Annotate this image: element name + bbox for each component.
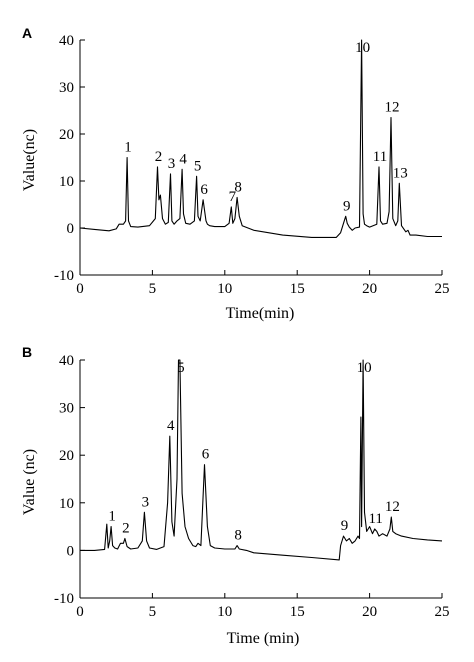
peak-label: 2 (155, 149, 163, 165)
axes-a (79, 40, 442, 276)
panel-label-b: B (22, 344, 32, 360)
x-tick-label: 25 (435, 281, 450, 297)
y-tick-label: 40 (59, 353, 74, 369)
x-tick-label: 20 (362, 281, 377, 297)
y-tick-label: 20 (59, 448, 74, 464)
series-group-b (80, 359, 443, 561)
series-line-a-0 (79, 39, 442, 238)
y-axis-label-b: Value (nc) (21, 449, 38, 515)
x-tick-label: 5 (149, 281, 157, 297)
y-tick-label: 40 (59, 33, 74, 49)
y-tick-label: 30 (59, 401, 74, 417)
peak-label: 10 (355, 40, 370, 56)
peak-label: 13 (393, 165, 408, 181)
x-tick-label: 5 (149, 604, 157, 620)
peak-label: 1 (124, 140, 132, 156)
x-axis-label-b: Time (min) (227, 630, 300, 647)
y-tick-label: 20 (59, 127, 74, 143)
peak-label: 7 (229, 189, 237, 205)
x-tick-label: 0 (76, 604, 84, 620)
peak-label: 3 (168, 156, 176, 172)
peak-label: 8 (234, 179, 242, 195)
peak-label: 8 (234, 528, 242, 544)
y-tick-label: 10 (59, 174, 74, 190)
axes-b (79, 360, 442, 599)
peak-label: 11 (373, 149, 387, 165)
x-tick-label: 15 (290, 281, 305, 297)
x-tick-label: 25 (435, 604, 450, 620)
series-group-a (79, 39, 442, 238)
peak-label: 10 (357, 360, 372, 376)
peak-label: 4 (167, 418, 175, 434)
x-tick-label: 15 (290, 604, 305, 620)
peak-label: 12 (385, 499, 400, 515)
y-tick-label: -10 (54, 268, 74, 284)
peak-label: 1 (108, 509, 116, 525)
series-line-b-0 (80, 359, 443, 561)
peak-label: 2 (122, 521, 130, 537)
peak-label: 3 (142, 494, 150, 510)
panel-label-a: A (22, 25, 32, 41)
peak-label: 9 (343, 198, 351, 214)
x-tick-label: 20 (362, 604, 377, 620)
x-tick-label: 0 (76, 281, 84, 297)
y-tick-label: 30 (59, 80, 74, 96)
peak-label: 6 (202, 447, 210, 463)
y-tick-label: -10 (54, 591, 74, 607)
x-tick-label: 10 (217, 281, 232, 297)
peak-label: 12 (385, 100, 400, 116)
peak-label: 11 (368, 511, 382, 527)
peak-label: 5 (194, 158, 202, 174)
peak-label: 6 (200, 182, 208, 198)
x-axis-label-a: Time(min) (226, 305, 295, 322)
y-tick-label: 0 (67, 221, 75, 237)
y-tick-label: 0 (67, 543, 75, 559)
peak-label: 5 (177, 360, 185, 376)
y-axis-label-a: Value(nc) (21, 129, 38, 191)
peak-label: 9 (341, 518, 349, 534)
peak-label: 4 (179, 151, 187, 167)
x-tick-label: 10 (217, 604, 232, 620)
y-tick-label: 10 (59, 496, 74, 512)
